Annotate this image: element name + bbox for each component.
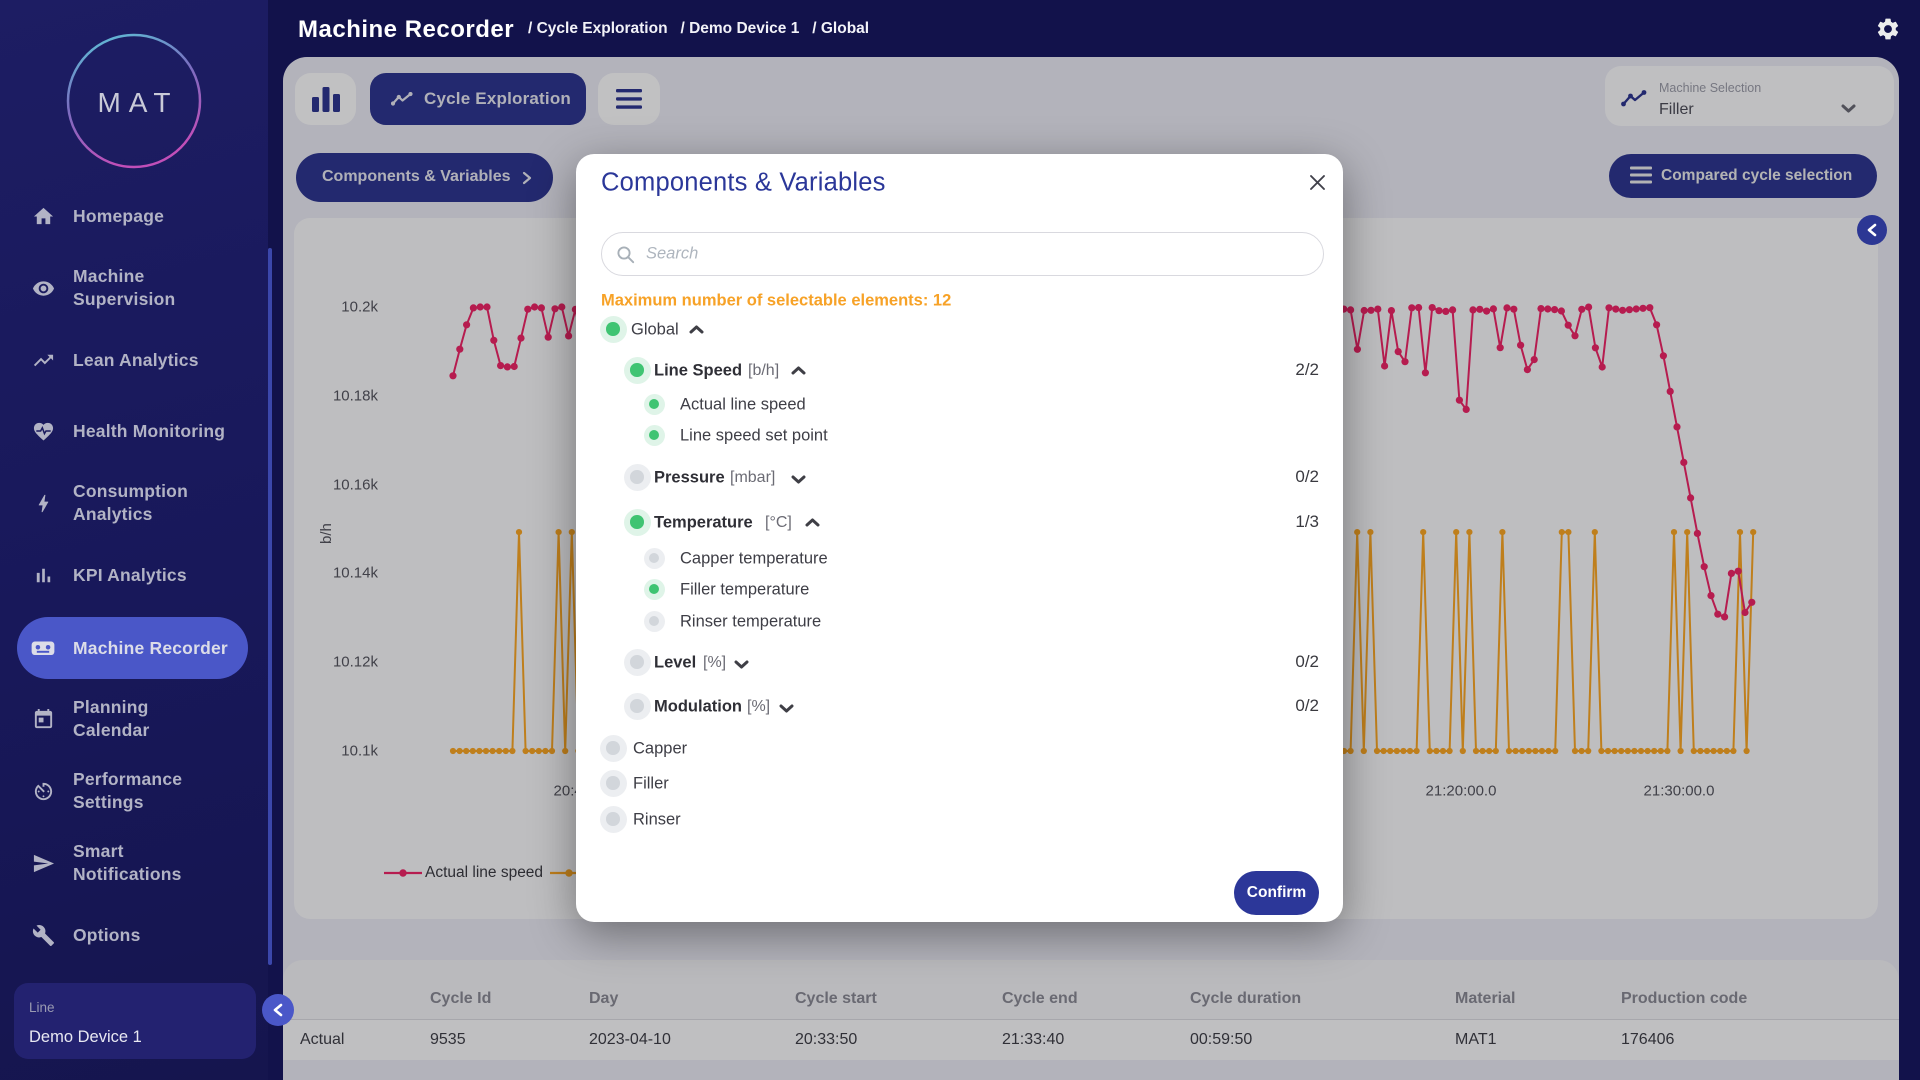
svg-text:MAT: MAT xyxy=(97,87,178,118)
